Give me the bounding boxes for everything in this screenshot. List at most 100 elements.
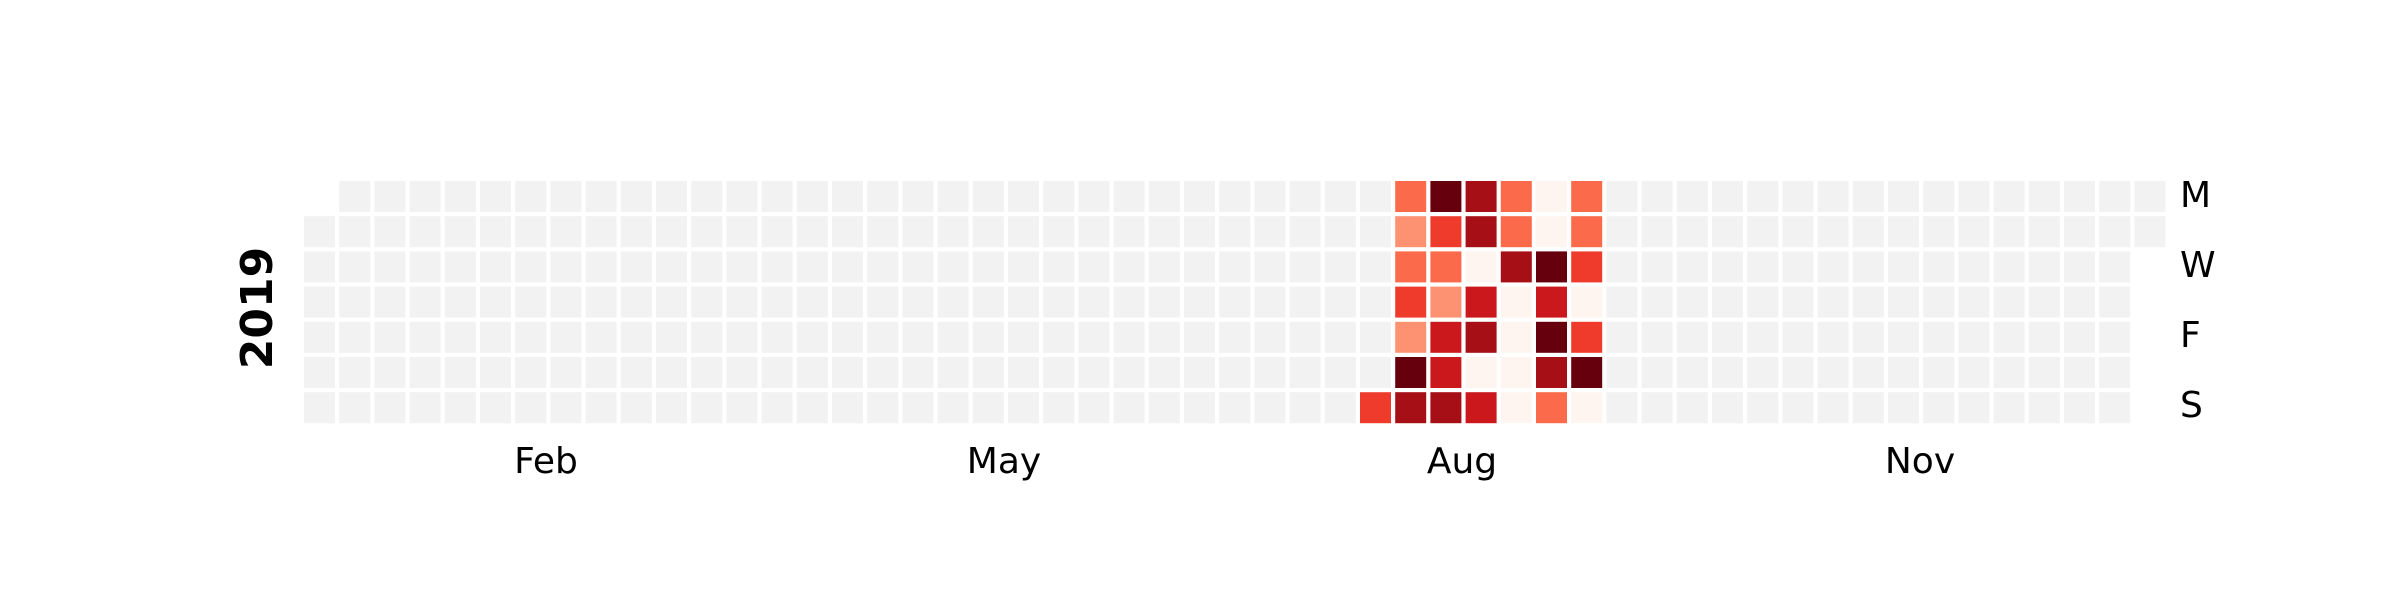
heatmap-cell-empty — [832, 357, 863, 388]
heatmap-cell-empty — [832, 181, 863, 212]
heatmap-cell-empty — [1993, 392, 2025, 424]
heatmap-cell-empty — [2028, 216, 2060, 248]
heatmap-cell-empty — [972, 321, 1004, 353]
heatmap-cell-empty — [339, 357, 371, 388]
heatmap-cell-empty — [1958, 251, 1990, 283]
heatmap-cell-empty — [480, 357, 511, 388]
heatmap-cell-empty — [374, 216, 406, 248]
heatmap-cell-empty — [1184, 357, 1215, 388]
heatmap-cell-empty — [1008, 181, 1039, 212]
heatmap-cell-empty — [1360, 286, 1391, 318]
heatmap-cell-active — [1465, 286, 1497, 318]
heatmap-cell-empty — [1078, 321, 1110, 353]
heatmap-cell-active — [1500, 251, 1532, 283]
heatmap-cell-active — [1430, 321, 1462, 353]
heatmap-cell-empty — [1360, 321, 1391, 353]
heatmap-cell-active — [1571, 181, 1603, 212]
heatmap-cell-empty — [2064, 181, 2095, 212]
heatmap-cell-empty — [304, 216, 335, 248]
heatmap-cell-empty — [867, 357, 899, 388]
heatmap-cell-empty — [1043, 216, 1075, 248]
heatmap-cell-empty — [691, 392, 723, 424]
heatmap-cell-empty — [1817, 251, 1849, 283]
heatmap-cell-empty — [1606, 286, 1638, 318]
heatmap-cell-empty — [444, 321, 476, 353]
heatmap-cell-empty — [761, 251, 793, 283]
heatmap-cell-empty — [937, 286, 969, 318]
heatmap-cell-empty — [1993, 216, 2025, 248]
day-label-monday: M — [2180, 175, 2211, 216]
heatmap-cell-active — [1465, 392, 1497, 424]
heatmap-cell-empty — [1219, 251, 1251, 283]
heatmap-cell-empty — [550, 392, 582, 424]
heatmap-cell-empty — [1113, 392, 1145, 424]
heatmap-cell-empty — [1606, 392, 1638, 424]
heatmap-cell-empty — [620, 321, 652, 353]
heatmap-cell-empty — [656, 321, 687, 353]
heatmap-cell-empty — [1852, 286, 1884, 318]
heatmap-cell-empty — [691, 181, 723, 212]
heatmap-cell-empty — [585, 286, 617, 318]
heatmap-cell-empty — [656, 392, 687, 424]
heatmap-cell-active — [1395, 286, 1427, 318]
heatmap-cell-empty — [1923, 251, 1955, 283]
heatmap-cell-empty — [1676, 392, 1708, 424]
heatmap-cell-empty — [1817, 181, 1849, 212]
heatmap-cell-empty — [761, 321, 793, 353]
heatmap-cell-empty — [1113, 286, 1145, 318]
heatmap-cell-empty — [1289, 357, 1321, 388]
heatmap-cell-empty — [2028, 357, 2060, 388]
heatmap-cell-active — [1395, 357, 1427, 388]
heatmap-cell-empty — [585, 357, 617, 388]
heatmap-cell-empty — [1641, 321, 1673, 353]
heatmap-cell-empty — [2064, 216, 2095, 248]
heatmap-cell-empty — [1923, 286, 1955, 318]
day-label-wednesday: W — [2180, 245, 2216, 286]
heatmap-cell-empty — [480, 321, 511, 353]
heatmap-cell-empty — [1360, 357, 1391, 388]
heatmap-cell-empty — [937, 392, 969, 424]
heatmap-cell-empty — [339, 321, 371, 353]
heatmap-cell-empty — [2099, 181, 2131, 212]
heatmap-cell-empty — [1043, 392, 1075, 424]
heatmap-cell-empty — [1043, 286, 1075, 318]
heatmap-cell-empty — [1148, 286, 1180, 318]
heatmap-cell-empty — [1712, 251, 1743, 283]
heatmap-cell-active — [1500, 392, 1532, 424]
heatmap-cell-empty — [1993, 251, 2025, 283]
heatmap-cell-empty — [1747, 392, 1779, 424]
heatmap-cell-empty — [620, 357, 652, 388]
heatmap-cell-empty — [409, 216, 441, 248]
heatmap-cell-empty — [1888, 286, 1919, 318]
heatmap-cell-active — [1395, 392, 1427, 424]
heatmap-cell-empty — [1043, 251, 1075, 283]
heatmap-cell-empty — [1113, 216, 1145, 248]
heatmap-cell-empty — [656, 251, 687, 283]
heatmap-cell-empty — [1712, 392, 1743, 424]
heatmap-cell-empty — [1606, 321, 1638, 353]
heatmap-cell-active — [1465, 321, 1497, 353]
heatmap-cell-empty — [832, 321, 863, 353]
heatmap-cell-active — [1395, 321, 1427, 353]
heatmap-cell-active — [1536, 321, 1567, 353]
heatmap-cell-empty — [832, 392, 863, 424]
heatmap-cell-empty — [1641, 357, 1673, 388]
heatmap-cell-empty — [409, 181, 441, 212]
heatmap-cell-empty — [2064, 286, 2095, 318]
heatmap-cell-empty — [1782, 286, 1814, 318]
heatmap-cell-empty — [1008, 392, 1039, 424]
heatmap-cell-empty — [585, 216, 617, 248]
heatmap-cell-empty — [1712, 321, 1743, 353]
heatmap-cell-empty — [1078, 251, 1110, 283]
heatmap-cell-empty — [726, 357, 758, 388]
heatmap-cell-empty — [1324, 357, 1356, 388]
heatmap-cell-empty — [1254, 321, 1286, 353]
heatmap-cell-empty — [620, 392, 652, 424]
heatmap-cell-empty — [761, 286, 793, 318]
heatmap-cell-empty — [656, 181, 687, 212]
heatmap-cell-empty — [620, 216, 652, 248]
heatmap-cell-empty — [1360, 181, 1391, 212]
heatmap-cell-empty — [1676, 321, 1708, 353]
heatmap-cell-empty — [550, 357, 582, 388]
